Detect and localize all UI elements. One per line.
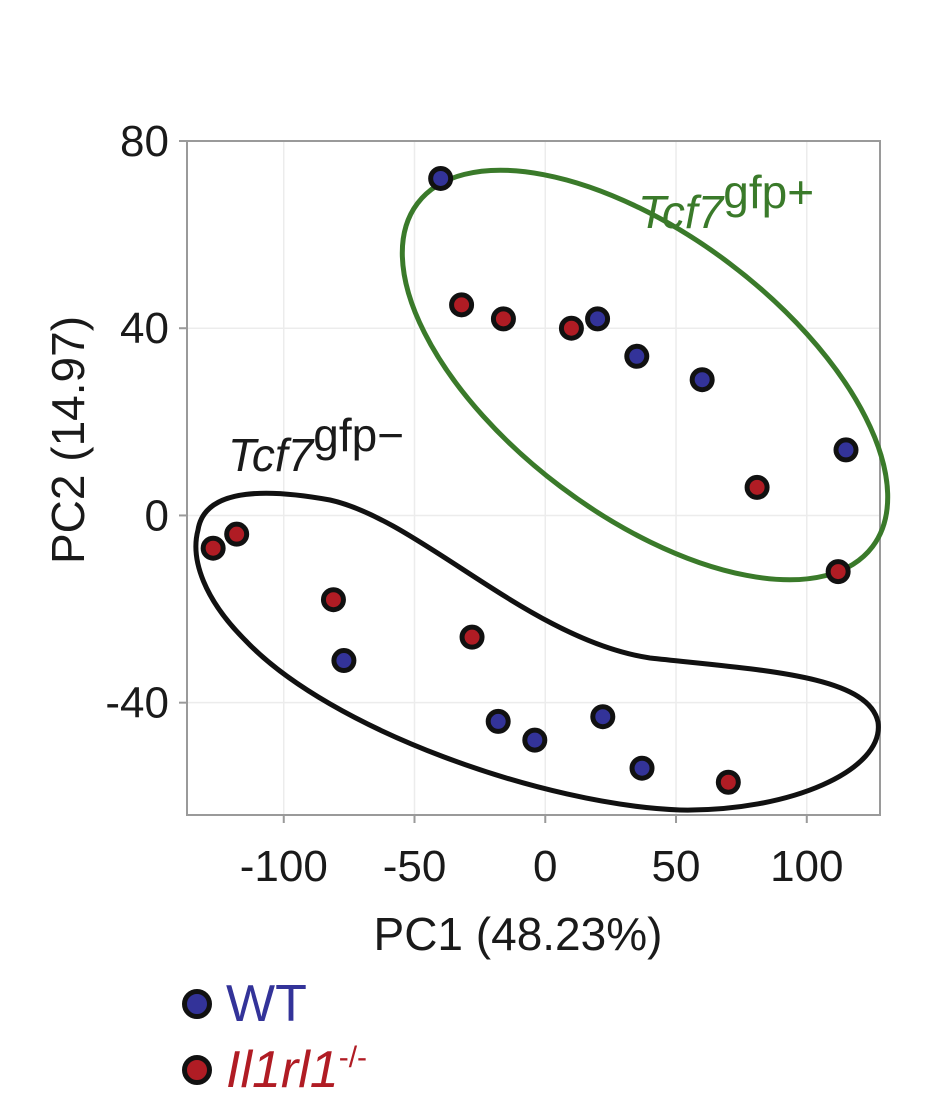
gfp-positive-label: Tcf7gfp+ xyxy=(638,166,814,238)
gfp-positive-cluster-outline xyxy=(399,167,891,583)
wt-data-point xyxy=(331,648,357,674)
il1rl1-knockout-data-point xyxy=(715,769,741,795)
wt-data-point xyxy=(624,343,650,369)
il1rl1-knockout-data-point xyxy=(490,306,516,332)
y-axis-ticks: 80 40 0 -40 xyxy=(105,117,187,728)
il1rl1-knockout-data-point xyxy=(825,559,851,585)
wt-data-point xyxy=(428,165,454,191)
wt-marker-icon xyxy=(182,989,212,1019)
wt-data-point xyxy=(585,306,611,332)
il1rl1-knockout-data-point xyxy=(558,315,584,341)
data-points xyxy=(200,165,859,795)
wt-data-point xyxy=(833,437,859,463)
il1rl1-knockout-data-point xyxy=(744,474,770,500)
wt-data-point xyxy=(689,367,715,393)
pca-scatter-plot: 80 40 0 -40 -100 -50 0 50 100 Tcf7gfp+ Tcf7gfp−… xyxy=(42,117,891,960)
grid-lines xyxy=(187,140,880,815)
wt-data-point xyxy=(629,755,655,781)
wt-data-point xyxy=(590,704,616,730)
legend-wt-label: WT xyxy=(226,975,307,1033)
il1rl1-knockout-data-point xyxy=(200,535,226,561)
x-tick-label: -100 xyxy=(240,842,328,891)
il1rl1-knockout-data-point xyxy=(449,292,475,318)
wt-data-point xyxy=(522,727,548,753)
il1rl1-knockout-data-point xyxy=(224,521,250,547)
y-tick-label: 0 xyxy=(145,491,169,540)
wt-data-point xyxy=(485,708,511,734)
legend-item-wt: WT xyxy=(182,974,307,1034)
x-tick-label: -50 xyxy=(383,842,447,891)
x-tick-label: 100 xyxy=(770,842,843,891)
gfp-negative-cluster-outline xyxy=(193,490,881,813)
x-tick-label: 0 xyxy=(533,842,557,891)
y-tick-label: -40 xyxy=(105,679,169,728)
y-axis-title: PC2 (14.97) xyxy=(42,316,94,564)
gfp-negative-label: Tcf7gfp− xyxy=(228,409,404,481)
plot-frame xyxy=(186,140,881,816)
legend-knockout-label: Il1rl1-/- xyxy=(226,1040,368,1099)
il1rl1-knockout-data-point xyxy=(320,587,346,613)
y-tick-label: 80 xyxy=(120,117,169,166)
x-axis-title: PC1 (48.23%) xyxy=(374,908,663,960)
x-tick-label: 50 xyxy=(652,842,701,891)
x-axis-ticks: -100 -50 0 50 100 xyxy=(240,815,843,891)
il1rl1-knockout-data-point xyxy=(459,624,485,650)
y-tick-label: 40 xyxy=(120,304,169,353)
il1rl1-knockout-marker-icon xyxy=(182,1055,212,1085)
legend-item-il1rl1-knockout: Il1rl1-/- xyxy=(182,1040,367,1100)
